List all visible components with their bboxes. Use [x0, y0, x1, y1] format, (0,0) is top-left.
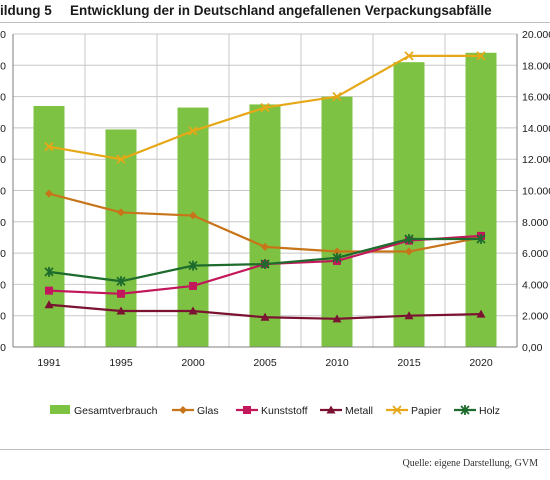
x-tick-label: 2020	[469, 357, 493, 369]
chart-canvas: 0 0 0 0 0 0 0 0 0 0 0 0,00 2.000 4.000 6.000 8.000 10.00…	[0, 29, 550, 417]
point-metall	[260, 312, 270, 321]
y-tick-label-left: 0	[0, 123, 6, 135]
y-tick-label-left: 0	[0, 342, 6, 354]
y-tick-label-left: 0	[0, 154, 6, 166]
y-tick-label-right: 10.000	[522, 186, 550, 198]
legend-marker-papier	[392, 405, 402, 415]
source-rule	[0, 449, 550, 450]
point-papier	[188, 126, 198, 136]
y-tick-label-right: 2.000	[522, 311, 548, 323]
x-tick-label: 2005	[253, 357, 277, 369]
x-tick-label: 1991	[37, 357, 61, 369]
point-metall	[476, 309, 486, 318]
x-tick-label: 2015	[397, 357, 421, 369]
y-tick-label-left: 0	[0, 248, 6, 260]
legend-label-metall: Metall	[345, 405, 373, 417]
legend-marker-holz	[460, 405, 470, 415]
point-papier	[332, 91, 342, 102]
point-kunststoff	[189, 281, 197, 290]
point-glas	[189, 211, 197, 220]
bar-gesamtverbrauch	[321, 96, 353, 347]
legend-label-gesamtverbrauch: Gesamtverbrauch	[74, 405, 158, 417]
y-tick-label-right: 12.000	[522, 154, 550, 166]
figure-title-text: Entwicklung der in Deutschland angefalle…	[70, 3, 492, 18]
point-holz	[188, 260, 198, 271]
y-tick-label-right: 4.000	[522, 279, 548, 291]
y-tick-label-left: 0	[0, 217, 6, 229]
y-tick-label-left: 0	[0, 60, 6, 72]
x-tick-label: 1995	[109, 357, 133, 369]
title-rule	[0, 22, 550, 23]
y-tick-label-left: 0	[0, 92, 6, 104]
point-metall	[404, 311, 414, 320]
point-holz	[404, 234, 414, 245]
bar-gesamtverbrauch	[465, 52, 497, 347]
y-tick-label-left: 0	[0, 279, 6, 291]
point-papier	[404, 51, 414, 61]
y-tick-label-left: 0	[0, 186, 6, 198]
point-glas	[405, 247, 413, 256]
point-metall	[44, 300, 54, 309]
y-tick-label-right: 0,00	[522, 342, 543, 354]
point-papier	[476, 51, 486, 61]
y-tick-label-left: 0	[0, 311, 6, 323]
point-holz	[116, 276, 126, 287]
y-tick-label-right: 6.000	[522, 248, 548, 260]
point-glas	[117, 208, 125, 217]
y-tick-label-right: 18.000	[522, 60, 550, 72]
point-metall	[332, 314, 342, 323]
point-papier	[260, 102, 270, 113]
point-glas	[261, 242, 269, 251]
legend-marker-kunststoff	[243, 406, 251, 414]
legend-label-papier: Papier	[411, 405, 442, 417]
bar-gesamtverbrauch	[33, 105, 65, 348]
bar-gesamtverbrauch	[393, 62, 425, 348]
y-tick-label-right: 14.000	[522, 123, 550, 135]
point-metall	[188, 306, 198, 315]
point-papier	[116, 154, 126, 164]
x-tick-label: 2000	[181, 357, 205, 369]
legend-swatch-gesamtverbrauch	[50, 405, 70, 414]
y-tick-label-right: 20.000	[522, 29, 550, 41]
point-holz	[260, 259, 270, 270]
figure-number: ildung 5	[0, 3, 52, 18]
x-tick-label: 2010	[325, 357, 349, 369]
point-holz	[44, 266, 54, 277]
y-tick-label-left: 0	[0, 29, 6, 41]
legend-marker-glas	[179, 406, 187, 414]
bar-gesamtverbrauch	[249, 104, 281, 347]
point-holz	[476, 234, 486, 245]
point-glas	[45, 189, 53, 198]
legend-marker-metall	[326, 405, 336, 414]
point-papier	[44, 142, 54, 152]
legend-label-glas: Glas	[197, 405, 219, 417]
point-kunststoff	[117, 289, 125, 298]
legend-label-holz: Holz	[479, 405, 500, 417]
legend-label-kunststoff: Kunststoff	[261, 405, 308, 417]
point-metall	[116, 306, 126, 315]
y-tick-label-right: 8.000	[522, 217, 548, 229]
source-note: Quelle: eigene Darstellung, GVM	[402, 458, 538, 469]
point-glas	[333, 247, 341, 256]
point-kunststoff	[45, 286, 53, 295]
y-tick-label-right: 16.000	[522, 92, 550, 104]
point-holz	[332, 252, 342, 263]
figure-title: ildung 5 Entwicklung der in Deutschland a…	[0, 3, 492, 18]
